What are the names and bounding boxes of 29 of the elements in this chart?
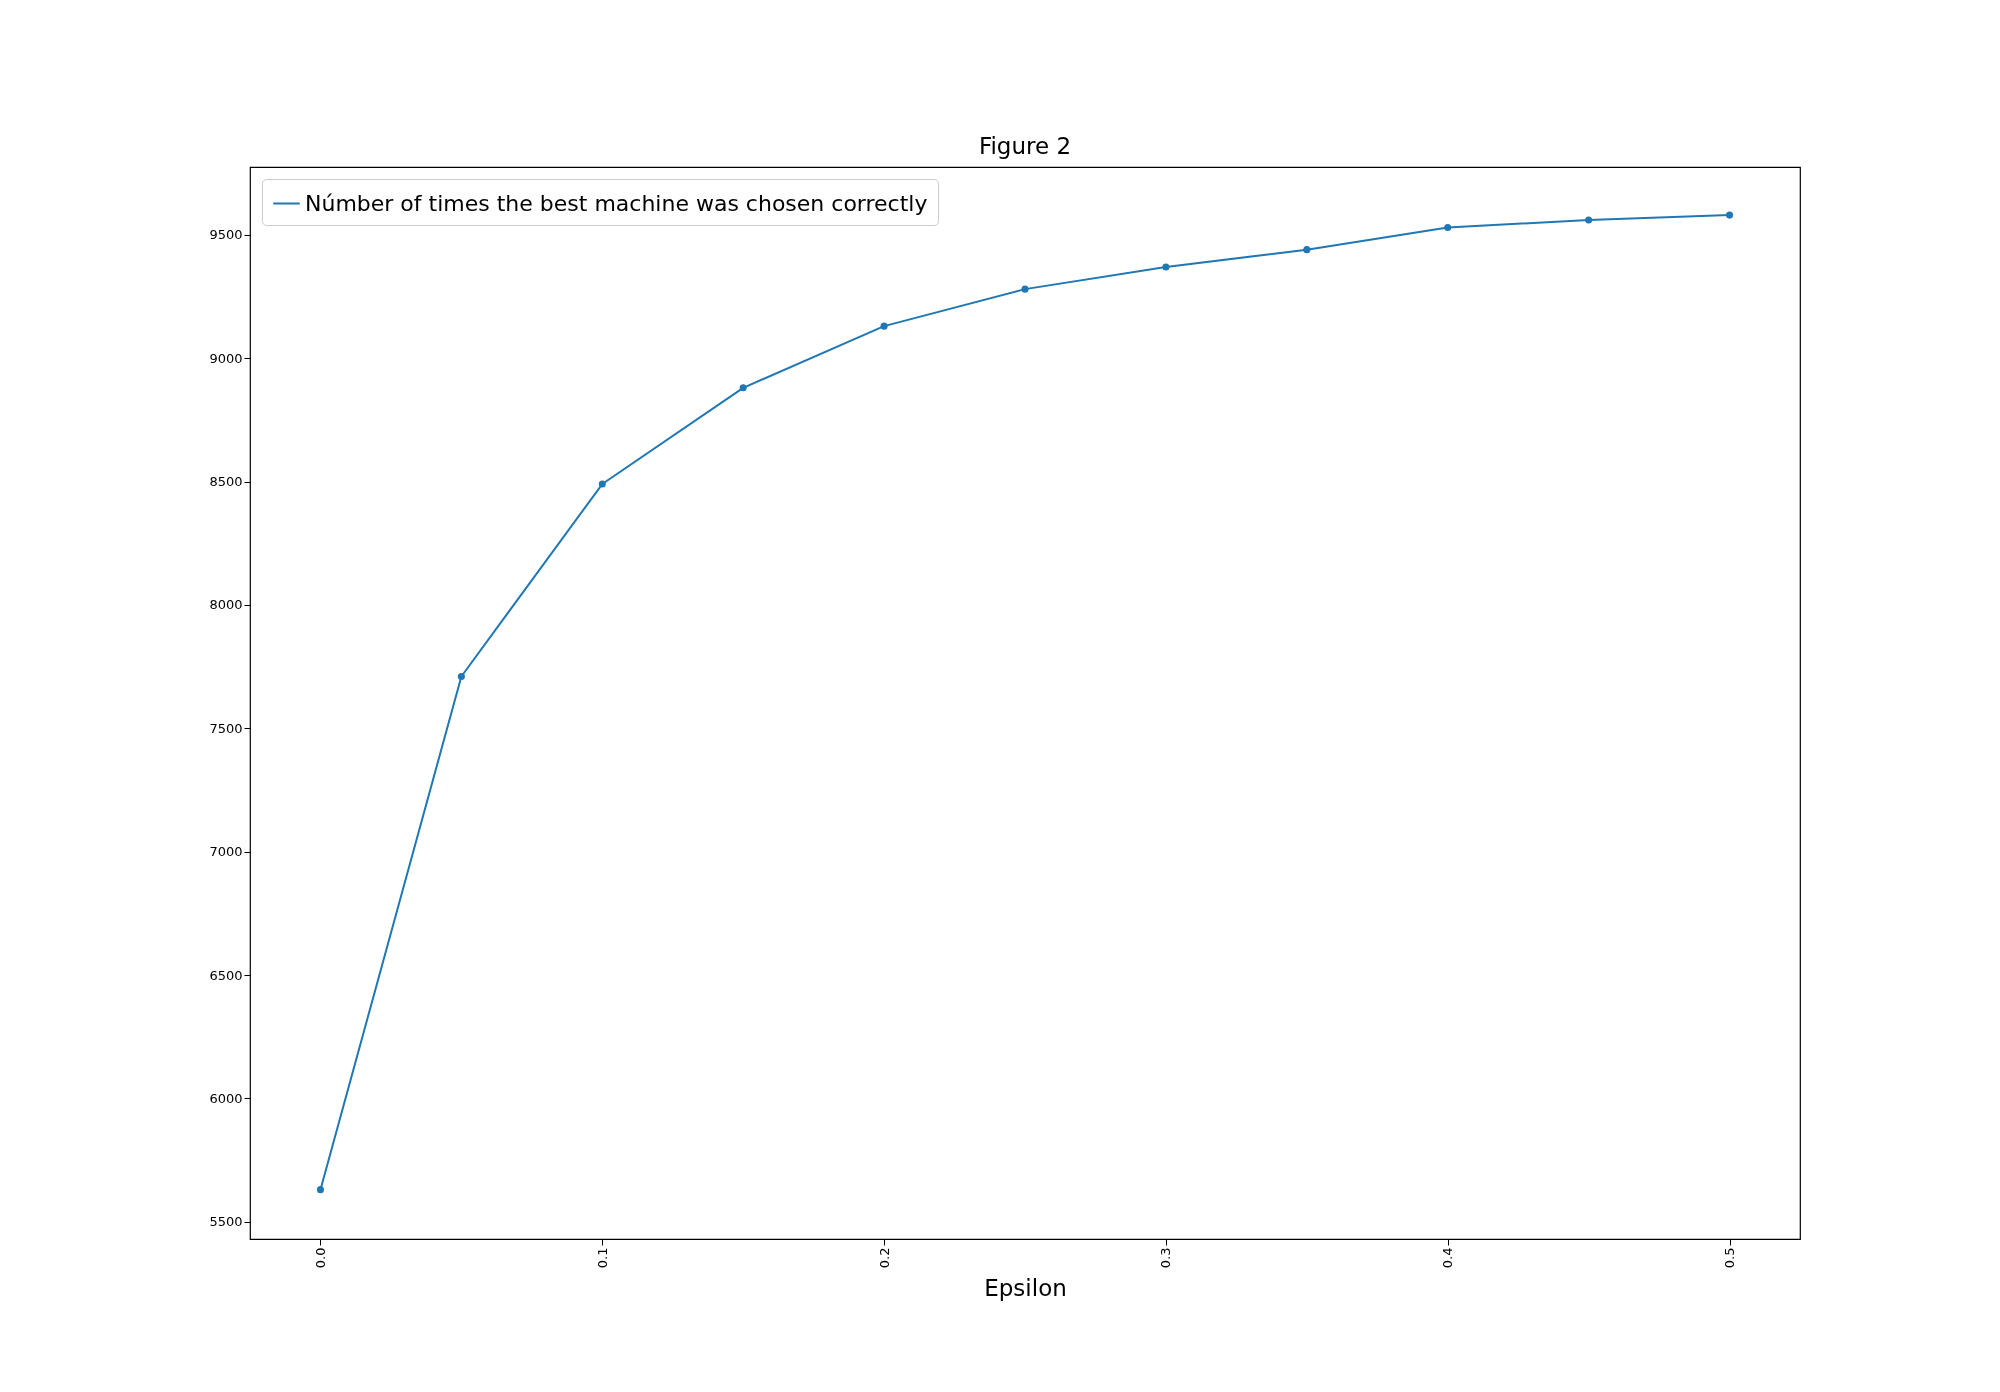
x-axis-title: Epsilon [984,1275,1067,1302]
x-tick-label: 0.5 [1722,1247,1738,1269]
point [1444,223,1452,231]
y-tick-label: 6000 [209,1090,243,1106]
y-tick-label: 9500 [209,227,243,243]
x-tick-label: 0.2 [876,1247,892,1269]
y-tick-label: 7500 [209,720,243,736]
y-tick-label: 8000 [209,597,243,613]
point [1585,216,1593,224]
x-tick-label: 0.4 [1440,1247,1456,1269]
y-tick-label: 8500 [209,474,243,490]
y-tick-label: 7000 [209,844,243,860]
point [457,672,465,681]
x-tick-label: 0.0 [312,1247,328,1269]
x-tick-label: 0.1 [594,1247,610,1269]
chart-title: Figure 2 [978,133,1072,159]
point [598,480,606,488]
point [880,322,888,330]
point [1726,211,1734,219]
y-tick-label: 9000 [209,350,243,366]
point [1162,263,1170,271]
y-tick-label: 5500 [209,1214,243,1230]
point [1303,246,1311,254]
point [1021,285,1029,293]
point [316,1186,324,1194]
x-tick-label: 0.3 [1158,1247,1174,1269]
legend-label: Númber of times the best machine was chosen correctly [305,190,928,216]
y-tick-label: 6500 [209,967,243,983]
point [739,384,747,392]
